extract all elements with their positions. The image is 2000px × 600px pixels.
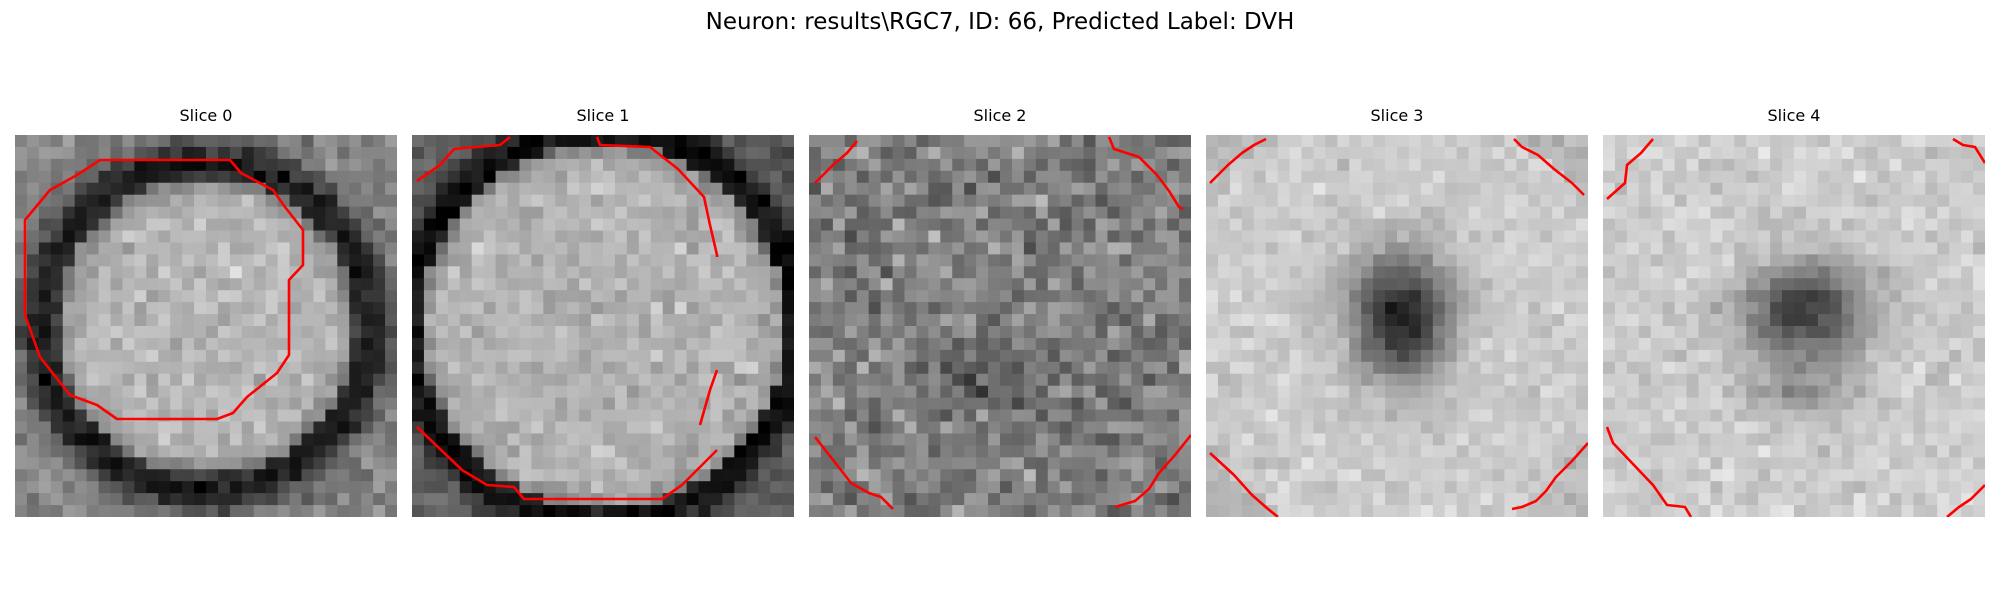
- contour-line-1-1: [595, 136, 719, 257]
- contour-line-4-3: [1946, 484, 1985, 517]
- slice-title-0: Slice 0: [179, 106, 233, 125]
- slice-panel-0: Slice 0: [15, 105, 397, 517]
- contour-line-3-1: [1513, 138, 1585, 196]
- contour-line-3-2: [1209, 452, 1279, 517]
- pixel-grid: [15, 135, 397, 517]
- pixel-grid: [809, 135, 1191, 517]
- contour-line-1-2: [416, 426, 718, 501]
- contour-line-3-0: [1209, 137, 1267, 184]
- contour-line-4-0: [1606, 138, 1654, 200]
- contour-line-2-3: [1114, 434, 1191, 509]
- contour-line-0-0: [23, 158, 305, 421]
- slice-image-2: [809, 135, 1191, 517]
- slice-image-4: [1603, 135, 1985, 517]
- pixel-grid: [1603, 135, 1985, 517]
- slice-title-4: Slice 4: [1767, 106, 1821, 125]
- slice-panel-3: Slice 3: [1206, 105, 1588, 517]
- contour-line-2-0: [814, 140, 858, 184]
- slice-image-0: [15, 135, 397, 517]
- slice-panel-1: Slice 1: [412, 105, 794, 517]
- contour-line-3-3: [1511, 442, 1588, 511]
- slice-image-1: [412, 135, 794, 517]
- pixel-grid: [412, 135, 794, 517]
- slice-title-1: Slice 1: [576, 106, 630, 125]
- figure-title: Neuron: results\RGC7, ID: 66, Predicted …: [705, 9, 1295, 35]
- contour-line-2-1: [1107, 136, 1184, 211]
- contour-line-2-2: [813, 436, 894, 510]
- contour-line-1-0: [416, 135, 511, 183]
- slice-image-3: [1206, 135, 1588, 517]
- slice-panel-2: Slice 2: [809, 105, 1191, 517]
- pixel-grid: [1206, 135, 1588, 517]
- contour-line-4-1: [1952, 137, 1985, 164]
- slice-title-3: Slice 3: [1370, 106, 1424, 125]
- slice-title-2: Slice 2: [973, 106, 1027, 125]
- contour-line-4-2: [1605, 426, 1693, 517]
- contour-line-1-3: [698, 369, 719, 426]
- slice-panel-4: Slice 4: [1603, 105, 1985, 517]
